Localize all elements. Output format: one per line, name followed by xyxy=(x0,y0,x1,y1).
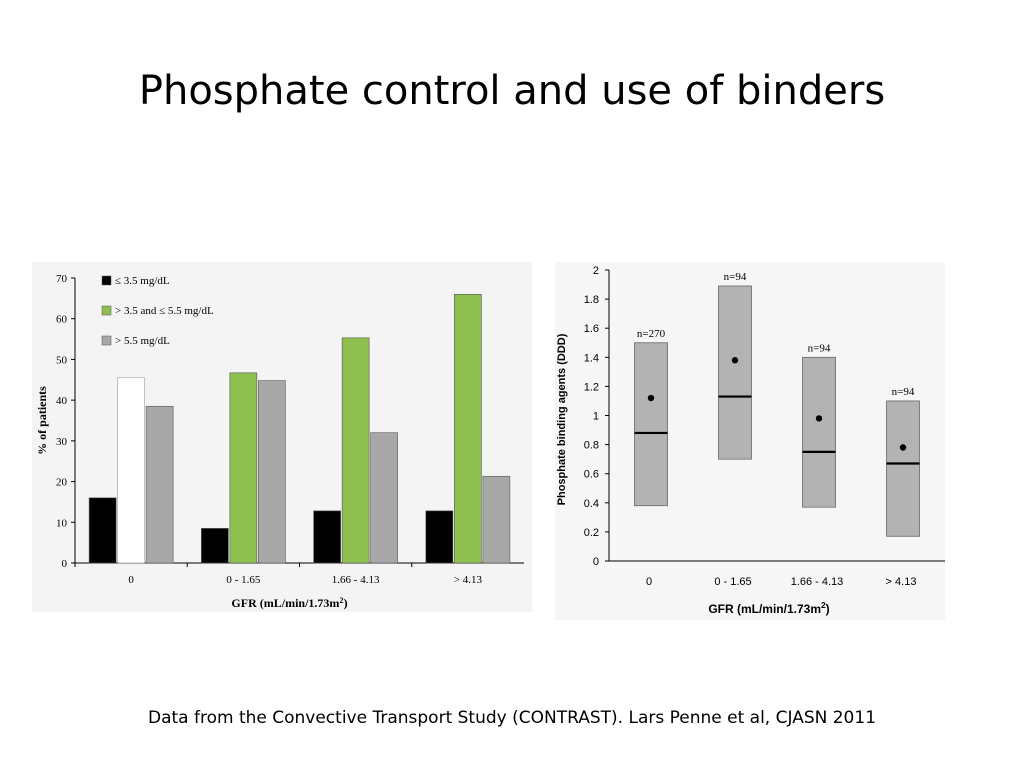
n-label-2: n=94 xyxy=(724,271,747,283)
y-tick-label: 1.2 xyxy=(584,381,599,393)
y-tick-label: 1.8 xyxy=(584,294,599,306)
bar-1-4 xyxy=(425,510,454,564)
y-tick-label: 2 xyxy=(593,265,599,277)
bar-3-4 xyxy=(482,475,511,564)
x-tick-label: 0 xyxy=(646,576,652,588)
binder-box-chart: 0 0.2 0.4 0.6 0.8 1 1.2 1.4 1.6 1.8 2 n=270 0 n=94 0 -… xyxy=(555,262,945,620)
source-caption: Data from the Convective Transport Study… xyxy=(147,708,877,728)
y-tick-label: 50 xyxy=(56,354,68,366)
bar-2-3 xyxy=(341,337,370,564)
n-label-1: n=270 xyxy=(637,328,666,340)
legend-swatch-3 xyxy=(101,335,112,346)
y-tick-label: 60 xyxy=(56,314,68,326)
bar-3-1 xyxy=(145,405,174,564)
n-label-3: n=94 xyxy=(808,342,831,354)
y-tick-label: 1.4 xyxy=(584,352,599,364)
x-tick-label: 0 - 1.65 xyxy=(714,576,751,588)
y-tick-label: 40 xyxy=(56,395,68,407)
legend-swatch-2 xyxy=(101,305,112,316)
y-tick-label: 20 xyxy=(56,477,68,489)
y-tick-label: 30 xyxy=(56,436,68,448)
y-tick-label: 0.2 xyxy=(584,527,599,539)
legend-label-1: ≤ 3.5 mg/dL xyxy=(115,275,170,287)
y-axis-title: % of patients xyxy=(35,386,49,455)
y-tick-label: 1.6 xyxy=(584,323,599,335)
y-tick-label: 0.6 xyxy=(584,469,599,481)
bar-3-2 xyxy=(258,380,286,564)
x-tick-label: 1.66 - 4.13 xyxy=(791,576,844,588)
legend-label-3: > 5.5 mg/dL xyxy=(115,335,170,347)
mean-dot-2 xyxy=(731,357,739,364)
bar-2-2 xyxy=(229,372,258,564)
x-tick-label: 1.66 - 4.13 xyxy=(332,574,380,586)
y-tick-label: 0.8 xyxy=(584,440,599,452)
box-chart-svg: 0 0.2 0.4 0.6 0.8 1 1.2 1.4 1.6 1.8 2 n=270 0 n=94 0 -… xyxy=(556,265,945,616)
legend-swatch-1 xyxy=(101,275,112,286)
mean-dot-4 xyxy=(899,444,907,451)
y-tick-label: 0.4 xyxy=(584,498,599,510)
bar-2-4 xyxy=(454,293,482,564)
box-2 xyxy=(718,285,752,460)
y-tick-label: 10 xyxy=(56,517,68,529)
mean-dot-3 xyxy=(815,415,823,422)
y-tick-label: 0 xyxy=(593,556,599,568)
n-label-4: n=94 xyxy=(892,386,915,398)
bar-chart-svg: 0 10 20 30 40 50 60 70 0 0 - 1.65 1.66 - 4.13 > 4.1… xyxy=(35,273,524,611)
y-tick-label: 70 xyxy=(56,273,68,285)
y-axis-title: Phosphate binding agents (DDD) xyxy=(556,333,568,505)
mean-dot-1 xyxy=(647,394,655,402)
x-tick-label: > 4.13 xyxy=(886,576,917,588)
bar-1-2 xyxy=(201,528,229,564)
bar-1-1 xyxy=(88,497,117,564)
y-tick-label: 0 xyxy=(62,558,68,570)
x-tick-label: 0 xyxy=(128,574,134,586)
bar-1-3 xyxy=(313,510,341,564)
bar-2-1 xyxy=(117,377,145,564)
box-4 xyxy=(886,400,920,537)
box-3 xyxy=(802,356,836,508)
y-tick-label: 1 xyxy=(593,411,599,423)
x-axis-title: GFR (mL/min/1.73m2) xyxy=(708,600,829,616)
x-axis-title: GFR (mL/min/1.73m2) xyxy=(231,596,347,611)
legend-label-2: > 3.5 and ≤ 5.5 mg/dL xyxy=(115,305,214,317)
percent-patients-bar-chart: 0 10 20 30 40 50 60 70 0 0 - 1.65 1.66 - 4.13 > 4.1… xyxy=(32,262,532,612)
x-tick-label: > 4.13 xyxy=(454,574,483,586)
slide-title: Phosphate control and use of binders xyxy=(138,68,886,114)
box-1 xyxy=(634,342,668,507)
bar-3-3 xyxy=(370,432,398,564)
x-tick-label: 0 - 1.65 xyxy=(226,574,260,586)
